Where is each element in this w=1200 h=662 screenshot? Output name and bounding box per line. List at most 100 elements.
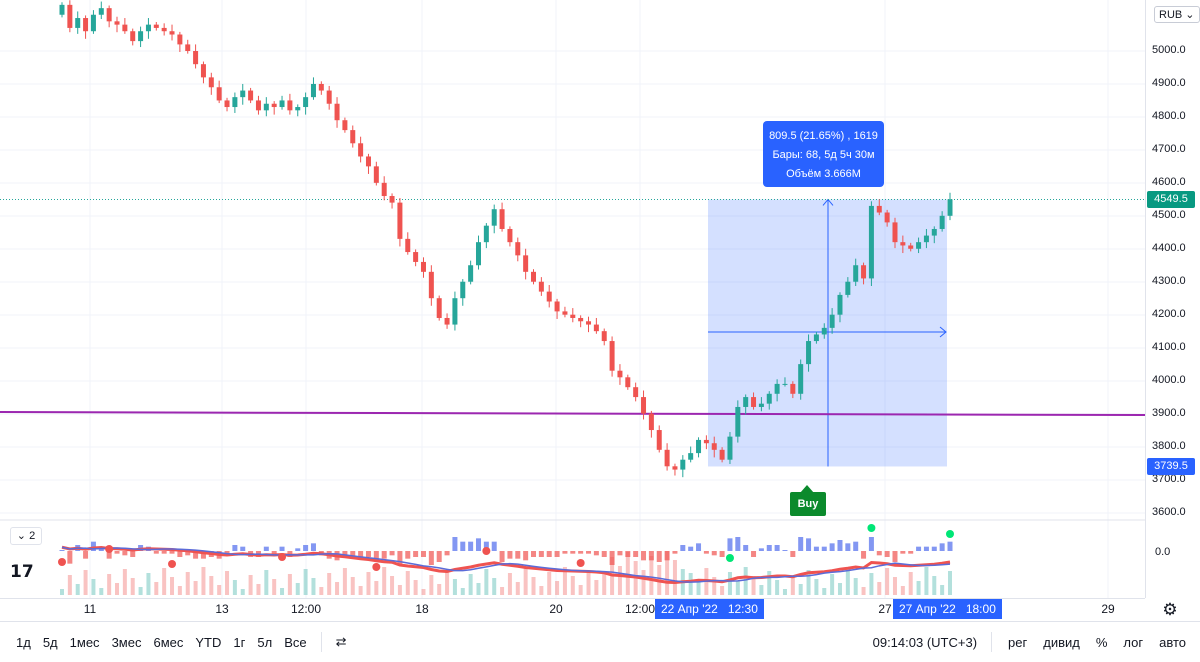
candle-body[interactable]: [287, 100, 293, 111]
candle-body[interactable]: [358, 143, 364, 157]
candle-body[interactable]: [939, 215, 945, 229]
candle-body[interactable]: [507, 228, 513, 243]
period-button[interactable]: 1д: [16, 634, 31, 650]
candle-body[interactable]: [153, 24, 159, 28]
candle-body[interactable]: [601, 331, 607, 342]
chart-area[interactable]: [0, 0, 1145, 598]
candle-body[interactable]: [169, 31, 175, 35]
candle-body[interactable]: [114, 21, 120, 25]
candle-body[interactable]: [122, 24, 128, 32]
candle-body[interactable]: [648, 413, 654, 431]
time-display[interactable]: 09:14:03 (UTC+3): [872, 634, 978, 650]
candle-body[interactable]: [586, 321, 592, 325]
horizontal-level-line[interactable]: [0, 411, 1145, 417]
candle-body[interactable]: [578, 317, 584, 322]
candle-body[interactable]: [334, 103, 340, 121]
candle-body[interactable]: [617, 370, 623, 378]
candle-body[interactable]: [711, 443, 717, 450]
candle-body[interactable]: [845, 281, 851, 295]
candle-body[interactable]: [751, 397, 757, 407]
candle-body[interactable]: [444, 317, 450, 325]
candle-body[interactable]: [735, 406, 741, 437]
scale-option-button[interactable]: лог: [1123, 634, 1144, 650]
candle-body[interactable]: [232, 97, 238, 108]
candle-body[interactable]: [562, 311, 568, 315]
candle-body[interactable]: [798, 364, 804, 394]
candle-body[interactable]: [853, 265, 859, 282]
candle-body[interactable]: [813, 334, 819, 342]
time-axis[interactable]: 11 13 12:00 18 20 12:00 27 29 22 Апр '22 12:30 27…: [0, 598, 1145, 621]
candle-body[interactable]: [868, 205, 874, 279]
candle-body[interactable]: [271, 103, 277, 108]
candle-body[interactable]: [177, 34, 183, 45]
candle-body[interactable]: [216, 87, 222, 101]
candle-body[interactable]: [609, 341, 615, 371]
scale-option-button[interactable]: рег: [1008, 634, 1028, 650]
candle-body[interactable]: [208, 77, 214, 88]
candle-body[interactable]: [774, 383, 780, 394]
candle-body[interactable]: [185, 44, 191, 51]
candle-body[interactable]: [570, 314, 576, 318]
candle-body[interactable]: [546, 291, 552, 302]
candle-body[interactable]: [67, 4, 73, 28]
candle-body[interactable]: [255, 100, 261, 111]
candle-body[interactable]: [436, 298, 442, 318]
candle-body[interactable]: [350, 130, 356, 144]
candle-body[interactable]: [83, 18, 89, 32]
candle-body[interactable]: [106, 8, 112, 22]
candle-body[interactable]: [806, 341, 812, 365]
candle-body[interactable]: [884, 212, 890, 223]
candle-body[interactable]: [829, 314, 835, 328]
candle-body[interactable]: [672, 466, 678, 470]
candle-body[interactable]: [947, 199, 953, 216]
candle-body[interactable]: [342, 120, 348, 131]
candle-body[interactable]: [483, 225, 489, 243]
candle-body[interactable]: [365, 156, 371, 167]
candle-body[interactable]: [373, 166, 379, 183]
candle-body[interactable]: [876, 205, 882, 213]
scale-option-button[interactable]: дивид: [1043, 634, 1080, 650]
candle-body[interactable]: [475, 242, 481, 266]
period-button[interactable]: 5д: [42, 634, 58, 650]
candle-body[interactable]: [161, 27, 167, 32]
candle-body[interactable]: [499, 209, 505, 229]
indicator-collapse-button[interactable]: ⌄ 2: [10, 527, 42, 545]
candle-body[interactable]: [193, 51, 199, 65]
candle-body[interactable]: [240, 90, 246, 98]
scale-option-button[interactable]: авто: [1159, 634, 1186, 650]
candle-body[interactable]: [523, 255, 529, 272]
candle-body[interactable]: [138, 31, 144, 42]
candle-body[interactable]: [743, 397, 749, 407]
candle-body[interactable]: [295, 107, 301, 111]
candle-body[interactable]: [908, 245, 914, 249]
candle-body[interactable]: [538, 281, 544, 292]
candle-body[interactable]: [892, 222, 898, 243]
gear-icon[interactable]: ⚙: [1162, 600, 1178, 619]
candle-body[interactable]: [766, 393, 772, 404]
candle-body[interactable]: [405, 238, 411, 253]
candle-body[interactable]: [515, 242, 521, 256]
candle-body[interactable]: [389, 196, 395, 203]
tradingview-logo[interactable]: 17: [10, 562, 34, 582]
candle-body[interactable]: [381, 182, 387, 197]
candle-body[interactable]: [397, 202, 403, 239]
candle-body[interactable]: [452, 298, 458, 325]
buy-signal-label[interactable]: Buy: [790, 492, 826, 516]
candle-body[interactable]: [531, 271, 537, 282]
candle-body[interactable]: [428, 271, 434, 299]
period-button[interactable]: Все: [284, 634, 307, 650]
period-button[interactable]: 6мес: [153, 634, 184, 650]
candle-body[interactable]: [625, 377, 631, 388]
candle-body[interactable]: [75, 18, 81, 28]
candle-body[interactable]: [719, 449, 725, 460]
price-chart[interactable]: [0, 0, 1145, 598]
candle-body[interactable]: [680, 459, 686, 470]
candle-body[interactable]: [145, 24, 151, 32]
candle-body[interactable]: [656, 430, 662, 450]
candle-body[interactable]: [224, 100, 230, 108]
candle-body[interactable]: [318, 83, 324, 91]
candle-body[interactable]: [593, 324, 599, 332]
candle-body[interactable]: [248, 90, 254, 101]
candle-body[interactable]: [688, 453, 694, 460]
candle-body[interactable]: [59, 4, 65, 15]
